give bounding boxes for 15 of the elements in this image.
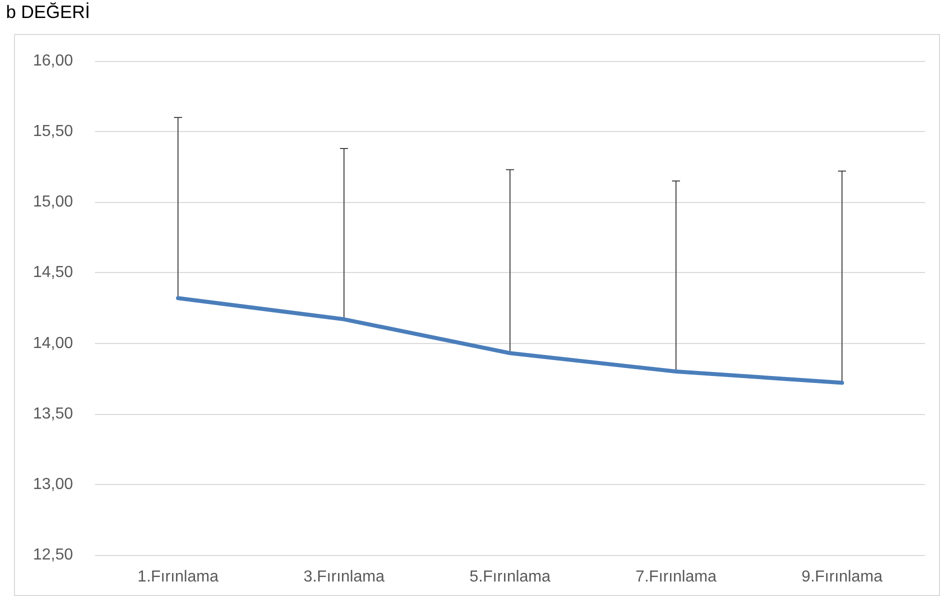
- y-tick-label: 13,00: [32, 476, 74, 493]
- chart-title: b DEĞERİ: [6, 2, 90, 23]
- x-tick-label: 1.Fırınlama: [138, 568, 219, 586]
- x-tick-label: 9.Fırınlama: [802, 568, 883, 586]
- y-tick-label: 14,50: [32, 264, 74, 282]
- x-tick-label: 7.Fırınlama: [636, 568, 717, 586]
- line-series: [176, 296, 844, 385]
- y-tick-label: 14,00: [32, 334, 74, 352]
- y-tick-label: 15,50: [32, 123, 74, 140]
- y-tick-label: 13,50: [32, 405, 74, 422]
- y-tick-label: 12,50: [32, 546, 74, 564]
- y-tick-label: 16,00: [32, 52, 74, 70]
- x-tick-label: 5.Fırınlama: [470, 568, 551, 586]
- x-tick-label: 3.Fırınlama: [304, 568, 385, 586]
- y-tick-label: 15,00: [32, 194, 74, 211]
